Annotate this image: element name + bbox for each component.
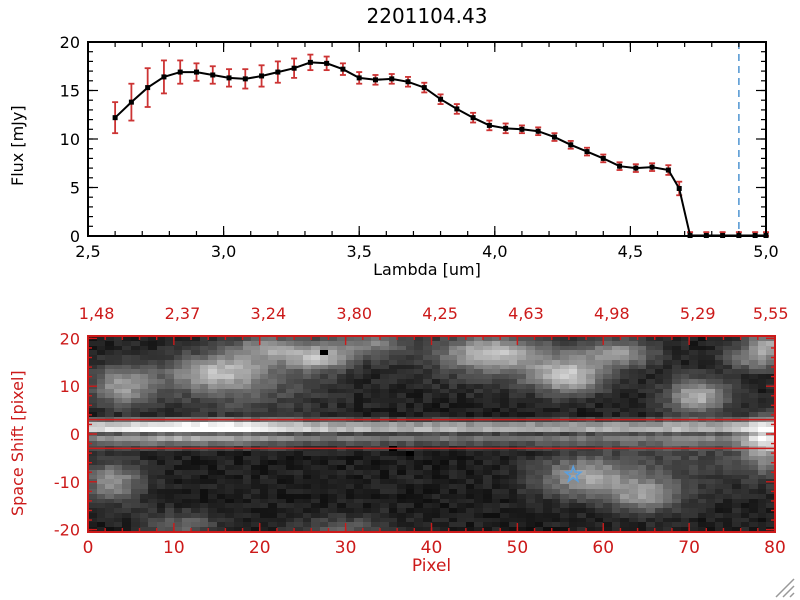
svg-text:2,37: 2,37 (165, 304, 201, 323)
svg-text:30: 30 (335, 538, 357, 558)
plot-title: 2201104.43 (366, 4, 488, 28)
svg-text:5: 5 (70, 179, 80, 198)
svg-text:4,5: 4,5 (618, 242, 643, 261)
space-shift-axis-label: Space Shift [pixel] (8, 370, 27, 516)
svg-text:60: 60 (592, 538, 614, 558)
svg-text:4,0: 4,0 (482, 242, 507, 261)
svg-text:80: 80 (764, 538, 786, 558)
svg-text:10: 10 (163, 538, 185, 558)
svg-text:20: 20 (249, 538, 271, 558)
svg-text:3,0: 3,0 (211, 242, 236, 261)
svg-text:10: 10 (60, 377, 80, 396)
svg-text:3,24: 3,24 (251, 304, 287, 323)
svg-text:3,5: 3,5 (346, 242, 371, 261)
svg-text:-20: -20 (54, 521, 80, 540)
svg-text:50: 50 (507, 538, 529, 558)
svg-text:5,0: 5,0 (753, 242, 778, 261)
svg-text:0: 0 (83, 538, 94, 558)
lambda-axis-label: Lambda [um] (373, 260, 481, 279)
svg-text:-10: -10 (54, 473, 80, 492)
svg-text:1,48: 1,48 (79, 304, 115, 323)
resize-grip-icon (775, 578, 795, 598)
svg-text:5,55: 5,55 (753, 304, 789, 323)
spectral-2d-image (88, 336, 775, 532)
svg-text:20: 20 (60, 329, 80, 348)
svg-text:70: 70 (678, 538, 700, 558)
svg-text:3,80: 3,80 (336, 304, 372, 323)
svg-text:4,25: 4,25 (422, 304, 458, 323)
pixel-axis-label: Pixel (411, 556, 452, 576)
svg-text:15: 15 (60, 82, 80, 101)
svg-text:0: 0 (70, 425, 80, 444)
svg-text:4,63: 4,63 (508, 304, 544, 323)
svg-text:10: 10 (60, 130, 80, 149)
svg-text:0: 0 (70, 227, 80, 246)
svg-text:40: 40 (421, 538, 443, 558)
svg-text:4,98: 4,98 (594, 304, 630, 323)
flux-axis-label: Flux [mJy] (8, 105, 27, 186)
resize-grip[interactable] (774, 578, 796, 598)
svg-text:2,5: 2,5 (75, 242, 100, 261)
svg-text:5,29: 5,29 (680, 304, 716, 323)
svg-text:20: 20 (60, 33, 80, 52)
